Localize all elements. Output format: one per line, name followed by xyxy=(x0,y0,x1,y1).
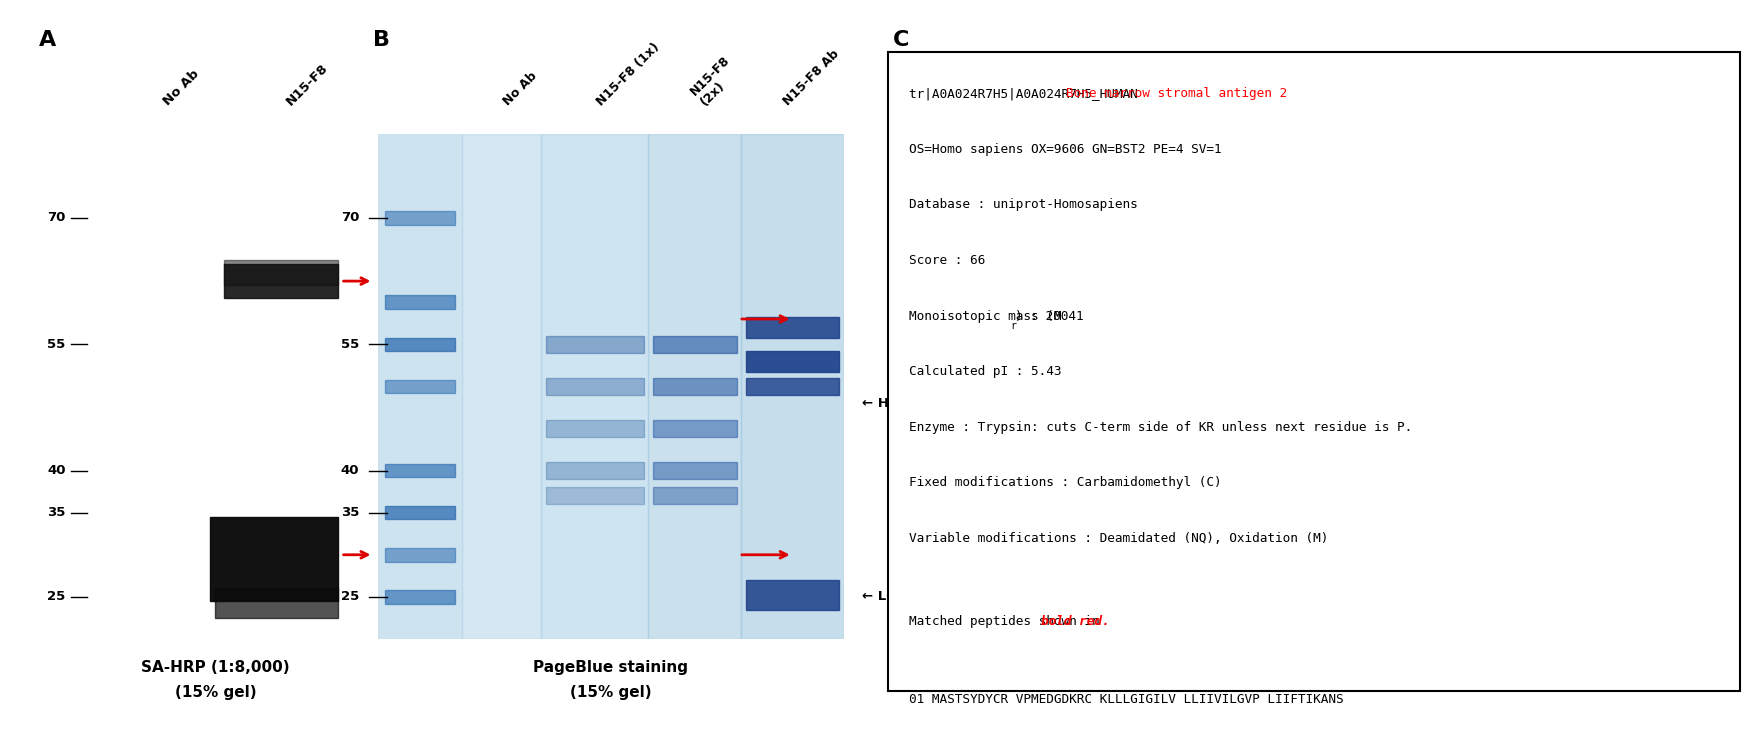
Polygon shape xyxy=(378,134,462,639)
Text: ← HC: ← HC xyxy=(863,397,898,409)
Polygon shape xyxy=(209,517,337,601)
Polygon shape xyxy=(216,588,337,618)
Text: N15-F8 (1x): N15-F8 (1x) xyxy=(594,41,662,108)
Text: N15-F8
(2x): N15-F8 (2x) xyxy=(687,53,743,108)
Text: 40: 40 xyxy=(341,464,358,477)
Polygon shape xyxy=(385,548,455,562)
Polygon shape xyxy=(745,378,838,395)
Text: Database : uniprot-Homosapiens: Database : uniprot-Homosapiens xyxy=(908,198,1137,211)
Text: Bone marrow stromal antigen 2: Bone marrow stromal antigen 2 xyxy=(1066,87,1286,100)
Polygon shape xyxy=(745,351,838,372)
Text: 70: 70 xyxy=(341,212,358,224)
Polygon shape xyxy=(745,317,838,338)
Text: No Ab: No Ab xyxy=(501,70,539,108)
Polygon shape xyxy=(745,580,838,609)
Text: B: B xyxy=(372,30,390,50)
Text: OS=Homo sapiens OX=9606 GN=BST2 PE=4 SV=1: OS=Homo sapiens OX=9606 GN=BST2 PE=4 SV=… xyxy=(908,143,1221,156)
Polygon shape xyxy=(652,462,736,479)
Text: 70: 70 xyxy=(47,212,65,224)
Text: Enzyme : Trypsin: cuts C-term side of KR unless next residue is P.: Enzyme : Trypsin: cuts C-term side of KR… xyxy=(908,421,1411,434)
Text: N15-F8 Ab: N15-F8 Ab xyxy=(780,48,842,108)
Polygon shape xyxy=(223,260,337,285)
Text: No Ab: No Ab xyxy=(162,68,202,108)
Text: 40: 40 xyxy=(47,464,65,477)
Polygon shape xyxy=(385,337,455,351)
Text: Fixed modifications : Carbamidomethyl (C): Fixed modifications : Carbamidomethyl (C… xyxy=(908,476,1221,490)
Polygon shape xyxy=(652,420,736,437)
Text: 55: 55 xyxy=(47,338,65,351)
Text: ) : 20041: ) : 20041 xyxy=(1014,310,1082,322)
Text: Monoisotopic mass (M: Monoisotopic mass (M xyxy=(908,310,1061,322)
Polygon shape xyxy=(385,506,455,519)
Polygon shape xyxy=(385,211,455,224)
Text: ← LC: ← LC xyxy=(863,591,896,603)
Polygon shape xyxy=(462,134,541,639)
Text: 55: 55 xyxy=(341,338,358,351)
Text: A: A xyxy=(39,30,56,50)
Text: Score : 66: Score : 66 xyxy=(908,254,984,267)
Text: Variable modifications : Deamidated (NQ), Oxidation (M): Variable modifications : Deamidated (NQ)… xyxy=(908,532,1328,545)
Polygon shape xyxy=(385,590,455,603)
Polygon shape xyxy=(223,265,337,298)
Polygon shape xyxy=(385,296,455,309)
Polygon shape xyxy=(648,134,741,639)
Text: 35: 35 xyxy=(341,506,358,519)
Text: 25: 25 xyxy=(341,591,358,603)
Text: C: C xyxy=(893,30,908,50)
Polygon shape xyxy=(545,420,643,437)
Text: r: r xyxy=(1010,321,1016,331)
Polygon shape xyxy=(545,336,643,353)
Text: Calculated pI : 5.43: Calculated pI : 5.43 xyxy=(908,365,1061,378)
Text: bold red.: bold red. xyxy=(1040,615,1109,629)
Polygon shape xyxy=(541,134,648,639)
Text: 35: 35 xyxy=(47,506,65,519)
Text: 01 MASTSYDYCR VPMEDGDKRC KLLLGIGILV LLIIVILGVP LIIFTIKANS: 01 MASTSYDYCR VPMEDGDKRC KLLLGIGILV LLII… xyxy=(908,693,1342,706)
Polygon shape xyxy=(652,487,736,504)
Text: N15-F8: N15-F8 xyxy=(283,62,330,108)
Text: tr|A0A024R7H5|A0A024R7H5_HUMAN: tr|A0A024R7H5|A0A024R7H5_HUMAN xyxy=(908,87,1146,100)
Text: SA-HRP (1:8,000): SA-HRP (1:8,000) xyxy=(141,660,290,675)
Text: (15% gel): (15% gel) xyxy=(569,685,652,701)
Text: (15% gel): (15% gel) xyxy=(174,685,257,701)
Polygon shape xyxy=(652,378,736,395)
Polygon shape xyxy=(545,462,643,479)
Polygon shape xyxy=(545,378,643,395)
Text: 25: 25 xyxy=(47,591,65,603)
Text: PageBlue staining: PageBlue staining xyxy=(532,660,689,675)
Polygon shape xyxy=(545,487,643,504)
Polygon shape xyxy=(385,380,455,393)
Text: Matched peptides shown in: Matched peptides shown in xyxy=(908,615,1107,629)
Polygon shape xyxy=(741,134,843,639)
Polygon shape xyxy=(652,336,736,353)
Polygon shape xyxy=(385,464,455,477)
